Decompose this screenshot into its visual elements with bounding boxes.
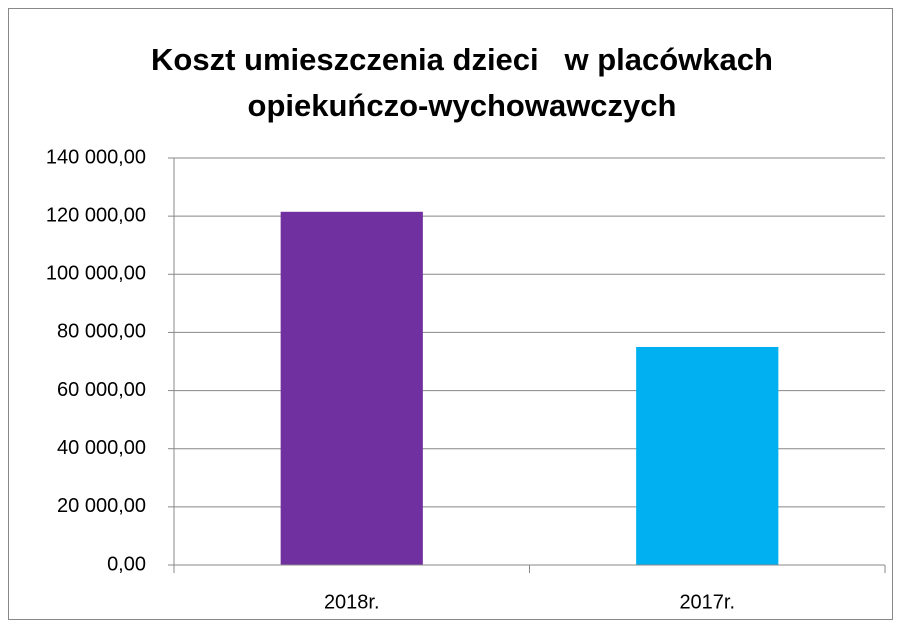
y-tick-label: 120 000,00 — [46, 204, 146, 226]
y-tick-label: 0,00 — [107, 553, 146, 575]
bar — [280, 211, 423, 565]
x-tick-label: 2017r. — [679, 591, 735, 613]
chart-title: opiekuńczo-wychowawczych — [248, 88, 677, 123]
y-tick-label: 100 000,00 — [46, 263, 146, 285]
x-tick-label: 2018r. — [324, 591, 380, 613]
y-tick-label: 140 000,00 — [46, 146, 146, 168]
y-tick-label: 20 000,00 — [57, 495, 146, 517]
y-tick-label: 60 000,00 — [57, 379, 146, 401]
y-tick-label: 80 000,00 — [57, 321, 146, 343]
y-tick-label: 40 000,00 — [57, 437, 146, 459]
chart-title: Koszt umieszczenia dzieci w placówkach — [151, 42, 773, 77]
bar — [636, 346, 779, 565]
